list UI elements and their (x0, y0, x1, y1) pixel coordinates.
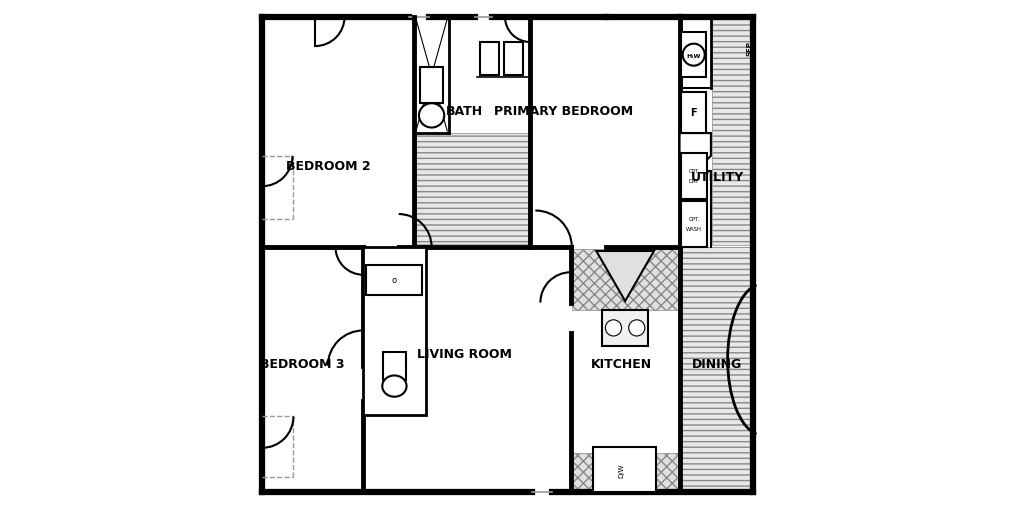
Bar (594, 448, 655, 491)
Bar (504, 43, 523, 76)
Bar (420, 68, 443, 104)
Text: OPT.: OPT. (688, 168, 700, 173)
Ellipse shape (383, 376, 407, 397)
Bar (712, 18, 752, 246)
Circle shape (628, 320, 645, 336)
Text: WASH: WASH (686, 226, 702, 231)
Bar (480, 43, 499, 76)
Polygon shape (596, 251, 654, 301)
Text: OPT.: OPT. (688, 216, 700, 221)
Text: LIVING ROOM: LIVING ROOM (417, 347, 512, 360)
Polygon shape (679, 134, 710, 172)
Text: H\W: H\W (686, 53, 701, 58)
Bar (416, 134, 528, 245)
Text: DINING: DINING (692, 357, 743, 370)
Bar (364, 393, 424, 414)
Bar (681, 33, 706, 78)
Text: D/W: D/W (618, 463, 624, 477)
Bar (572, 250, 678, 311)
Ellipse shape (419, 104, 445, 128)
Text: BATH: BATH (446, 105, 483, 118)
Text: SEP: SEP (746, 40, 752, 56)
Text: DRY: DRY (689, 178, 699, 183)
Text: PRIMARY BEDROOM: PRIMARY BEDROOM (493, 105, 632, 118)
Bar (593, 447, 656, 492)
Circle shape (605, 320, 621, 336)
Bar (363, 247, 425, 415)
Bar (572, 453, 678, 491)
Text: BEDROOM 3: BEDROOM 3 (260, 357, 345, 370)
Bar (681, 202, 707, 247)
Text: UTILITY: UTILITY (691, 170, 744, 183)
Bar (602, 311, 648, 346)
Bar (681, 92, 706, 134)
Bar (366, 265, 422, 295)
Bar (681, 247, 753, 491)
Text: o: o (392, 276, 397, 285)
Bar (384, 352, 406, 380)
Bar (681, 154, 707, 199)
Text: F: F (690, 108, 697, 118)
Circle shape (683, 44, 704, 67)
Text: KITCHEN: KITCHEN (591, 357, 652, 370)
Text: BEDROOM 2: BEDROOM 2 (285, 160, 370, 173)
